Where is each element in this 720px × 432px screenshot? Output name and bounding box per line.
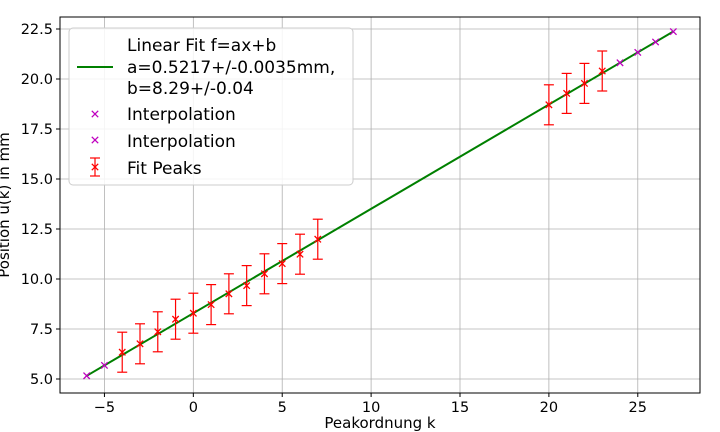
fit-peak-point bbox=[171, 315, 180, 323]
fit-peak-point bbox=[243, 281, 251, 290]
fit-peak-point-stroke-b bbox=[260, 270, 269, 278]
fit-peak-point-stroke-b bbox=[598, 67, 606, 75]
fit-peak-point bbox=[314, 235, 322, 243]
y-tick-label: 5.0 bbox=[30, 372, 53, 388]
interpolation-point bbox=[634, 48, 642, 57]
fit-peak-point bbox=[563, 89, 571, 98]
fit-peak-point bbox=[296, 250, 304, 258]
legend-interpolation-cross-stroke-b bbox=[91, 110, 99, 118]
legend-fit-peaks-marker bbox=[90, 157, 100, 177]
fit-peak-point-stroke-b bbox=[545, 101, 553, 109]
fit-peak-point bbox=[278, 259, 286, 268]
interpolation-point-stroke-b bbox=[100, 361, 109, 370]
plot-frame bbox=[59, 16, 701, 394]
fit-peak-point bbox=[225, 290, 233, 298]
fit-peak-point-stroke-b bbox=[154, 328, 162, 336]
interpolation-point bbox=[651, 38, 660, 46]
fit-peak-point-stroke-b bbox=[136, 340, 144, 348]
interpolation-point bbox=[669, 27, 677, 36]
legend-fit-peaks-cross bbox=[91, 163, 99, 171]
legend: Linear Fit f=ax+b a=0.5217+/-0.0035mm, b… bbox=[68, 27, 354, 186]
fit-peak-point bbox=[580, 79, 589, 88]
y-axis-label: Position u(k) in mm bbox=[0, 132, 13, 278]
legend-fit-peaks-label: Fit Peaks bbox=[127, 159, 202, 179]
x-tick-label: 15 bbox=[451, 400, 469, 416]
interpolation-point-stroke-b bbox=[669, 27, 677, 36]
legend-interpolation-label-1: Interpolation bbox=[127, 105, 236, 125]
fit-peak-point-stroke-b bbox=[118, 348, 126, 356]
fit-peak-point-stroke-b bbox=[278, 259, 286, 268]
y-tick-label: 15.0 bbox=[21, 172, 53, 188]
fit-peak-point bbox=[260, 270, 269, 278]
fit-peak-point-stroke-b bbox=[580, 79, 589, 88]
legend-fit-peaks-cross-stroke-b bbox=[91, 163, 99, 171]
legend-interpolation-marker bbox=[91, 110, 99, 118]
fit-peak-point bbox=[598, 67, 606, 75]
interpolation-point bbox=[616, 59, 624, 67]
x-tick-label: 0 bbox=[189, 400, 198, 416]
fit-peak-point bbox=[154, 328, 162, 336]
fit-peak-point-stroke-b bbox=[207, 300, 215, 309]
x-axis-label: Peakordnung k bbox=[324, 414, 435, 432]
x-tick-label: 10 bbox=[362, 400, 380, 416]
ticks: −5 0 5 10 15 20 25 5.0 7.5 10.0 12.5 15.0 17.5 20.0 22… bbox=[21, 22, 647, 416]
data-points-layer bbox=[83, 27, 677, 380]
x-tick-label: −5 bbox=[94, 400, 115, 416]
legend-interpolation-cross bbox=[91, 110, 99, 118]
fit-peak-point-stroke-b bbox=[296, 250, 304, 258]
fit-line bbox=[86, 30, 674, 377]
legend-box bbox=[68, 27, 354, 186]
fit-line-layer bbox=[86, 30, 674, 377]
interpolation-point-stroke-b bbox=[651, 38, 660, 46]
fit-peak-point bbox=[189, 309, 197, 317]
interpolation-point-stroke-b bbox=[83, 372, 91, 380]
legend-interpolation-cross-2 bbox=[91, 136, 99, 144]
y-tick-label: 17.5 bbox=[21, 122, 53, 138]
fit-peak-point-stroke-b bbox=[243, 281, 251, 290]
y-tick-label: 20.0 bbox=[21, 72, 53, 88]
fit-peak-point-stroke-b bbox=[314, 235, 322, 243]
fit-peak-point-stroke-b bbox=[563, 89, 571, 98]
fit-peak-point-stroke-b bbox=[189, 309, 197, 317]
interpolation-point-stroke-b bbox=[634, 48, 642, 57]
y-tick-label: 10.0 bbox=[21, 272, 53, 288]
legend-interpolation-cross-2-stroke-b bbox=[91, 136, 99, 144]
fit-peak-point bbox=[136, 340, 144, 348]
legend-interpolation-marker-2 bbox=[91, 136, 99, 144]
x-tick-label: 20 bbox=[540, 400, 558, 416]
legend-fit-label-line3: b=8.29+/-0.04 bbox=[127, 79, 254, 99]
legend-interpolation-label-2: Interpolation bbox=[127, 132, 236, 152]
fit-peak-point bbox=[207, 300, 215, 309]
x-tick-label: 25 bbox=[629, 400, 647, 416]
legend-fit-label-line2: a=0.5217+/-0.0035mm, bbox=[127, 58, 335, 78]
fit-peak-point-stroke-b bbox=[225, 290, 233, 298]
y-tick-label: 22.5 bbox=[21, 22, 53, 38]
fit-peak-point bbox=[545, 101, 553, 109]
fit-peak-point-stroke-b bbox=[171, 315, 180, 323]
x-tick-label: 5 bbox=[278, 400, 287, 416]
interpolation-point bbox=[100, 361, 109, 370]
interpolation-point bbox=[83, 372, 91, 380]
interpolation-point-stroke-b bbox=[616, 59, 624, 67]
y-tick-label: 7.5 bbox=[30, 322, 53, 338]
y-tick-label: 12.5 bbox=[21, 222, 53, 238]
fit-peak-point bbox=[118, 348, 126, 356]
legend-fit-label-line1: Linear Fit f=ax+b bbox=[127, 36, 276, 56]
